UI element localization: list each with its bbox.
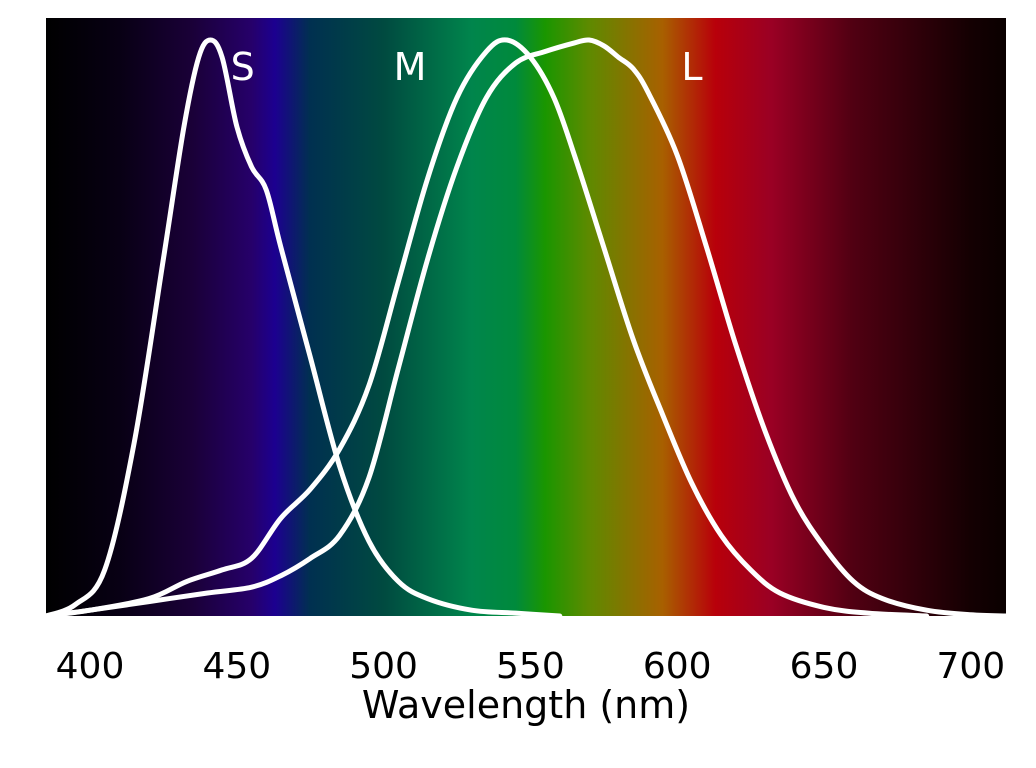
x-tick-label-450: 450: [202, 646, 271, 687]
curve-l: [43, 37, 1009, 619]
x-tick-label-550: 550: [496, 646, 565, 687]
x-tick-label-400: 400: [56, 646, 125, 687]
x-tick-label-650: 650: [790, 646, 859, 687]
spectrum-background: [46, 18, 1006, 616]
series-label-m: M: [394, 45, 427, 89]
series-label-s: S: [231, 45, 255, 89]
x-tick-label-500: 500: [349, 646, 418, 687]
curve-m: [43, 37, 930, 619]
x-tick-label-700: 700: [936, 646, 1005, 687]
curves-layer: [43, 37, 1009, 619]
x-axis-title: Wavelength (nm): [362, 683, 690, 727]
x-tick-label-600: 600: [643, 646, 712, 687]
curve-s: [43, 37, 563, 619]
x-axis-ticks: 400 450 500 550 600 650 700: [56, 646, 1006, 687]
series-label-l: L: [681, 45, 702, 89]
